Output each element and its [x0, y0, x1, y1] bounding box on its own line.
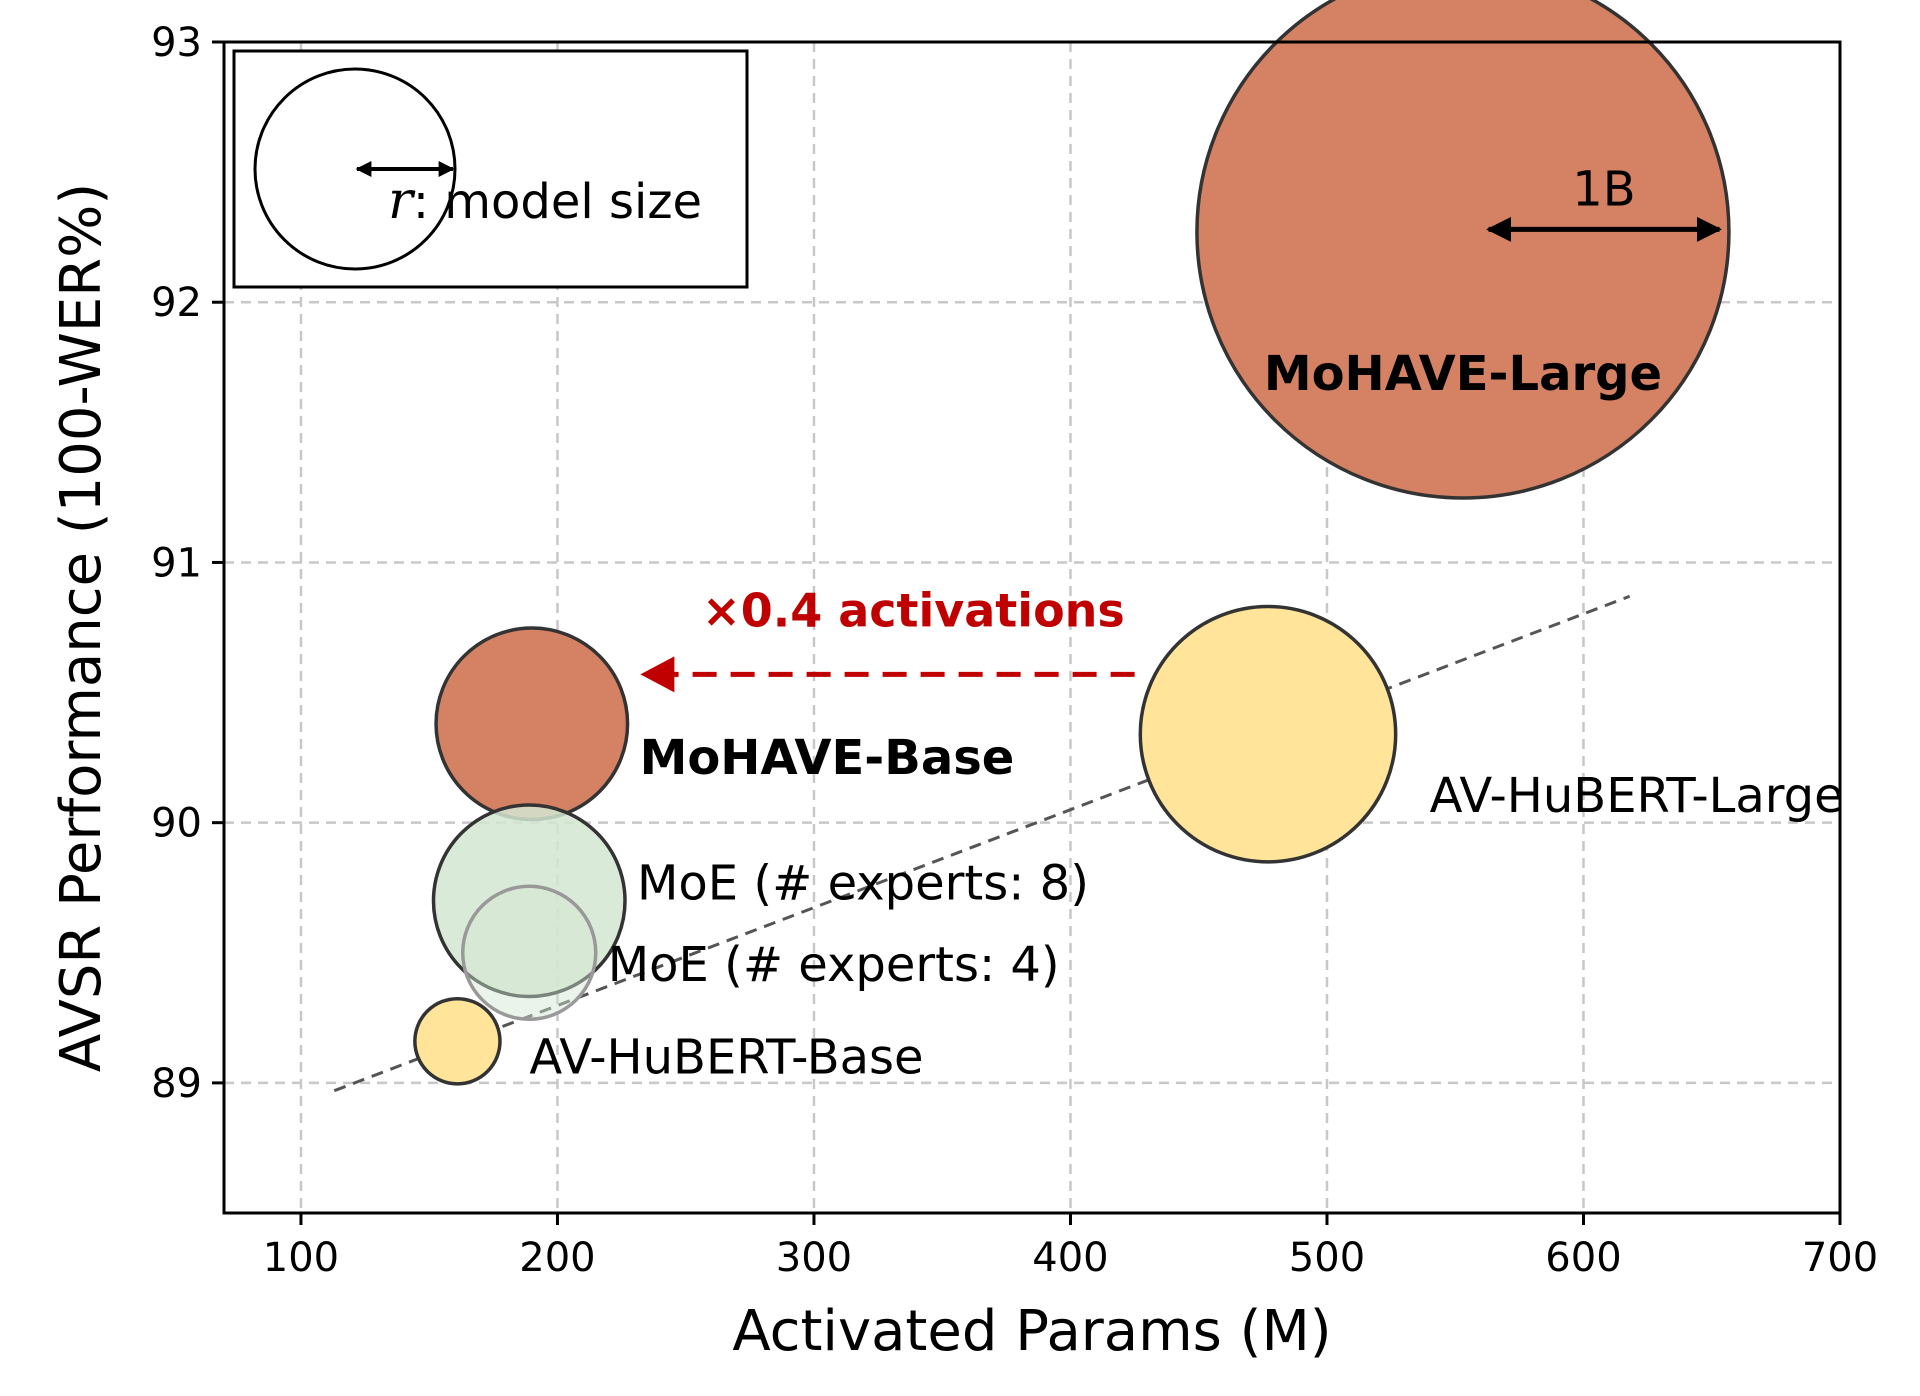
legend: r: model size: [232, 49, 749, 289]
bubbles: [413, 0, 1731, 1086]
y-tick-label: 92: [151, 280, 202, 326]
y-ticks: 89 90 91 92 93: [151, 20, 224, 1107]
x-tick-label: 700: [1802, 1235, 1878, 1281]
bubble-moe-experts-4: [460, 884, 598, 1022]
bubble-label: MoHAVE-Large: [1264, 346, 1662, 402]
legend-text: r: model size: [388, 171, 702, 231]
legend-box: [232, 49, 749, 289]
bubble-label: AV-HuBERT-Large: [1430, 768, 1844, 824]
bubble-av-hubert-large: [1138, 604, 1398, 864]
x-tick-label: 400: [1032, 1235, 1108, 1281]
bubble-mohave-large: [1195, 0, 1731, 500]
legend-circle: [253, 67, 457, 271]
activation-label: ×0.4 activations: [702, 583, 1125, 637]
bubble-labels: MoHAVE-Large MoHAVE-Base AV-HuBERT-Large Mo…: [529, 346, 1843, 1085]
bubble-label: AV-HuBERT-Base: [529, 1029, 923, 1085]
bubble-mohave-base: [434, 626, 630, 822]
trend-line: [333, 594, 1631, 1093]
y-tick-label: 90: [151, 801, 202, 847]
bubble-label: MoHAVE-Base: [640, 730, 1015, 786]
activation-annotation: ×0.4 activations: [640, 583, 1135, 693]
x-tick-label: 600: [1545, 1235, 1621, 1281]
y-tick-label: 93: [151, 20, 202, 66]
activation-arrow-head: [640, 656, 675, 693]
bubble-label: MoE (# experts: 8): [637, 856, 1089, 912]
x-tick-label: 500: [1289, 1235, 1365, 1281]
y-tick-label: 89: [151, 1061, 202, 1107]
bubble-moe-experts-8: [431, 803, 627, 999]
bubble-av-hubert-base: [413, 996, 502, 1086]
x-tick-label: 100: [263, 1235, 339, 1281]
scale-annotation: 1B: [1486, 161, 1722, 242]
bubble-label: MoE (# experts: 4): [608, 937, 1060, 993]
y-axis-title: AVSR Performance (100-WER%): [49, 183, 114, 1072]
x-tick-label: 200: [519, 1235, 595, 1281]
legend-symbol: r: [388, 171, 416, 231]
plot-frame: [222, 40, 1842, 1215]
scale-label: 1B: [1572, 161, 1635, 217]
y-tick-label: 91: [151, 540, 202, 586]
x-ticks: 100 200 300 400 500 600 700: [263, 1213, 1878, 1281]
x-axis-title: Activated Params (M): [732, 1299, 1331, 1364]
x-tick-label: 300: [776, 1235, 852, 1281]
legend-label: : model size: [413, 174, 702, 230]
